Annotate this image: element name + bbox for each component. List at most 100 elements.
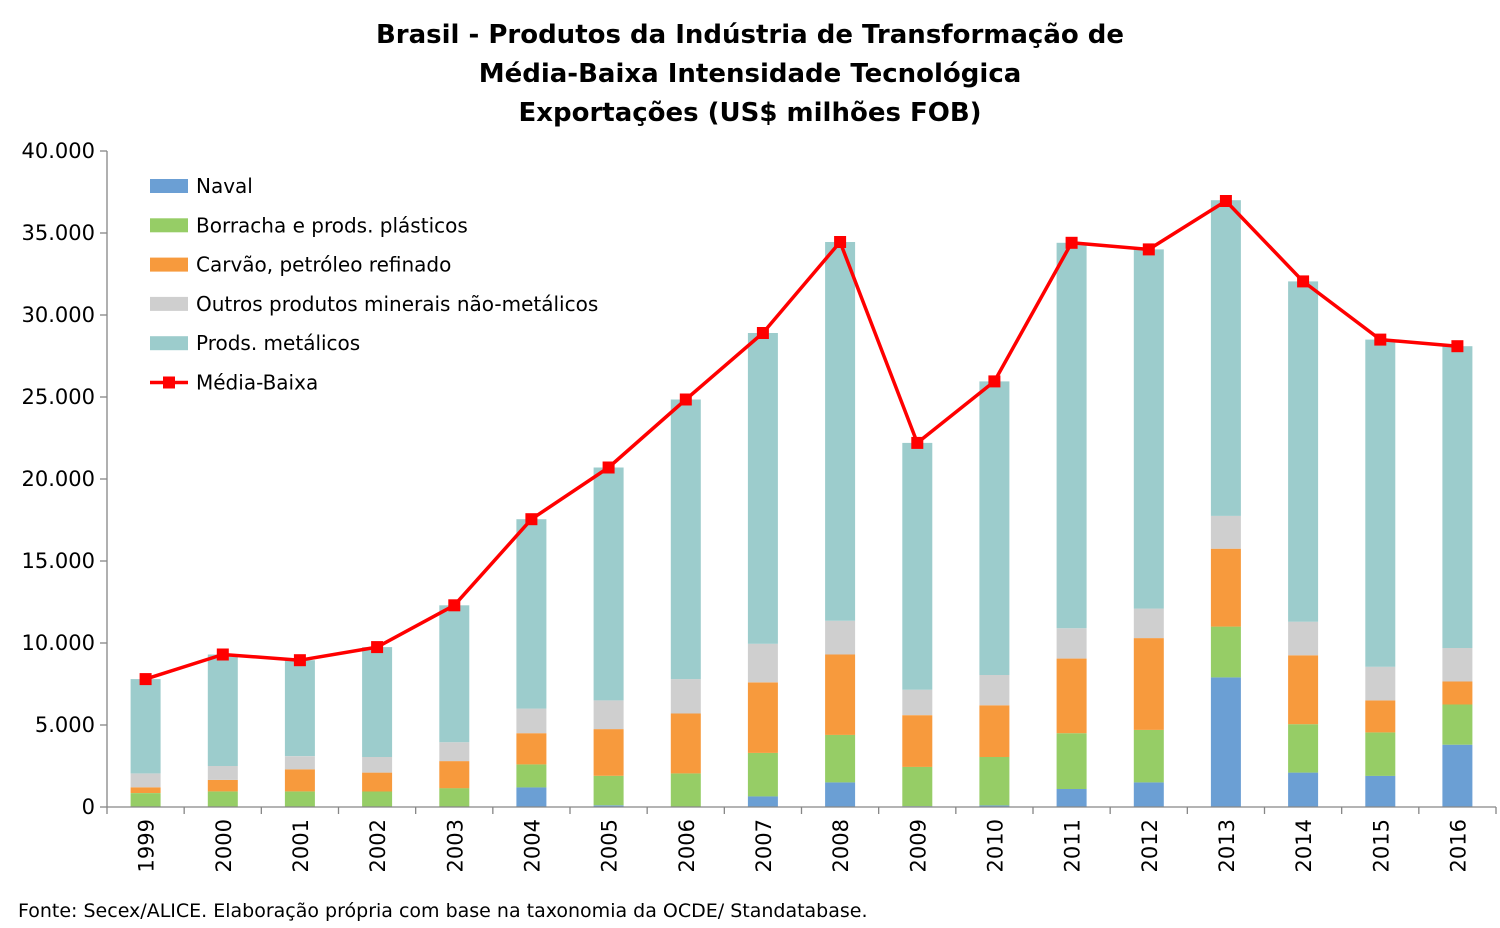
bar-outros-produtos-minerais-nao-metalicos-2010 (979, 675, 1010, 706)
point-media-baixa-2004 (525, 513, 538, 526)
x-tick-label-2007: 2007 (752, 819, 776, 872)
x-tick-label-2012: 2012 (1138, 819, 1162, 872)
bar-borracha-e-prods-plasticos-2011 (1056, 733, 1087, 789)
bar-prods-metalicos-2010 (979, 381, 1010, 675)
bar-outros-produtos-minerais-nao-metalicos-2003 (439, 742, 470, 762)
bar-prods-metalicos-2007 (747, 333, 778, 644)
bar-borracha-e-prods-plasticos-2008 (825, 734, 856, 783)
bar-naval-2012 (1133, 782, 1164, 807)
bar-carvao-petroleo-refinado-2004 (516, 733, 547, 765)
bar-prods-metalicos-2013 (1210, 200, 1241, 516)
bar-borracha-e-prods-plasticos-2001 (284, 791, 315, 807)
x-tick-label-2014: 2014 (1292, 819, 1316, 872)
bar-carvao-petroleo-refinado-2006 (670, 713, 701, 774)
bar-outros-produtos-minerais-nao-metalicos-2012 (1133, 608, 1164, 639)
legend: Naval Borracha e prods. plásticos Carvão, … (150, 174, 598, 395)
legend-swatch-prods-metalicos (150, 336, 188, 351)
bar-prods-metalicos-2016 (1442, 346, 1473, 648)
bar-prods-metalicos-2014 (1288, 281, 1319, 622)
line-layer (139, 195, 1464, 686)
chart-title-line-2: Média-Baixa Intensidade Tecnológica (478, 59, 1022, 89)
legend-swatch-marker-media-baixa (163, 376, 175, 389)
bar-outros-produtos-minerais-nao-metalicos-2007 (747, 643, 778, 683)
bar-carvao-petroleo-refinado-2000 (207, 779, 238, 792)
x-tick-label-2005: 2005 (598, 819, 622, 872)
bar-prods-metalicos-2003 (439, 605, 470, 743)
point-media-baixa-2009 (911, 436, 924, 449)
point-media-baixa-2013 (1219, 195, 1232, 207)
line-media-baixa (145, 199, 1458, 681)
x-tick-label-2009: 2009 (906, 819, 930, 872)
bar-outros-produtos-minerais-nao-metalicos-2002 (362, 757, 393, 773)
bar-prods-metalicos-2000 (207, 654, 238, 766)
bar-carvao-petroleo-refinado-2010 (979, 705, 1010, 757)
x-tick-label-2001: 2001 (289, 819, 313, 872)
point-media-baixa-2000 (216, 648, 229, 661)
bar-carvao-petroleo-refinado-2003 (439, 761, 470, 789)
bar-prods-metalicos-2004 (516, 519, 547, 709)
bar-borracha-e-prods-plasticos-2009 (902, 766, 933, 807)
bar-naval-2008 (825, 782, 856, 807)
chart-title: Brasil - Produtos da Indústria de Transf… (0, 16, 1500, 133)
legend-swatch-borracha-e-prods-plasticos (150, 218, 188, 233)
y-tick-label: 35.000 (22, 221, 95, 245)
bar-carvao-petroleo-refinado-2002 (362, 772, 393, 792)
bar-naval-2005 (593, 805, 624, 807)
bar-borracha-e-prods-plasticos-2004 (516, 764, 547, 788)
chart-title-line-1: Brasil - Produtos da Indústria de Transf… (375, 20, 1125, 50)
point-media-baixa-2001 (293, 654, 306, 667)
point-media-baixa-2006 (679, 393, 692, 406)
x-tick-label-2016: 2016 (1446, 819, 1470, 872)
point-media-baixa-2015 (1374, 333, 1387, 346)
bar-naval-2007 (747, 796, 778, 807)
y-tick-label: 10.000 (22, 631, 95, 655)
bar-borracha-e-prods-plasticos-2007 (747, 752, 778, 797)
point-media-baixa-2014 (1297, 275, 1310, 288)
bar-borracha-e-prods-plasticos-2002 (362, 791, 393, 807)
bar-prods-metalicos-2011 (1056, 242, 1087, 629)
point-media-baixa-1999 (139, 673, 152, 686)
bar-carvao-petroleo-refinado-1999 (130, 787, 161, 793)
x-tick-label-2004: 2004 (520, 819, 544, 872)
bar-borracha-e-prods-plasticos-2016 (1442, 704, 1473, 745)
bar-borracha-e-prods-plasticos-2010 (979, 757, 1010, 806)
point-media-baixa-2007 (756, 327, 769, 339)
bar-outros-produtos-minerais-nao-metalicos-2014 (1288, 621, 1319, 656)
bar-outros-produtos-minerais-nao-metalicos-2015 (1365, 666, 1396, 701)
bar-borracha-e-prods-plasticos-1999 (130, 793, 161, 807)
bar-borracha-e-prods-plasticos-2003 (439, 788, 470, 807)
x-tick-label-2010: 2010 (983, 819, 1007, 872)
x-tick-label-1999: 1999 (135, 819, 159, 872)
bar-outros-produtos-minerais-nao-metalicos-2011 (1056, 628, 1087, 659)
y-tick-label: 20.000 (22, 467, 95, 491)
bar-carvao-petroleo-refinado-2016 (1442, 681, 1473, 705)
point-media-baixa-2003 (448, 599, 461, 612)
bar-prods-metalicos-2002 (362, 647, 393, 757)
bar-outros-produtos-minerais-nao-metalicos-2016 (1442, 647, 1473, 682)
bar-outros-produtos-minerais-nao-metalicos-2008 (825, 620, 856, 655)
x-tick-label-2015: 2015 (1369, 819, 1393, 872)
bar-outros-produtos-minerais-nao-metalicos-2004 (516, 708, 547, 734)
axes-layer: 0 5.000 10.000 15.000 20.000 25.000 30.000 35.0… (22, 139, 1497, 872)
bar-prods-metalicos-2001 (284, 660, 315, 757)
bar-borracha-e-prods-plasticos-2014 (1288, 724, 1319, 773)
point-media-baixa-2002 (371, 641, 384, 654)
bar-outros-produtos-minerais-nao-metalicos-2013 (1210, 515, 1241, 549)
point-media-baixa-2012 (1142, 243, 1155, 256)
legend-label-borracha-e-prods-plasticos: Borracha e prods. plásticos (196, 213, 468, 237)
bar-carvao-petroleo-refinado-2011 (1056, 658, 1087, 734)
bar-carvao-petroleo-refinado-2008 (825, 654, 856, 735)
bar-outros-produtos-minerais-nao-metalicos-2009 (902, 689, 933, 716)
bar-outros-produtos-minerais-nao-metalicos-2001 (284, 756, 315, 770)
bar-borracha-e-prods-plasticos-2012 (1133, 729, 1164, 783)
legend-swatch-outros-produtos-minerais-nao-metalicos (150, 296, 188, 311)
legend-label-naval: Naval (196, 174, 253, 198)
bar-prods-metalicos-2005 (593, 467, 624, 701)
bar-carvao-petroleo-refinado-2012 (1133, 638, 1164, 730)
y-tick-label: 15.000 (22, 549, 95, 573)
bar-borracha-e-prods-plasticos-2015 (1365, 732, 1396, 776)
bar-prods-metalicos-2012 (1133, 249, 1164, 609)
x-tick-label-2003: 2003 (443, 819, 467, 872)
bar-naval-2004 (516, 787, 547, 807)
